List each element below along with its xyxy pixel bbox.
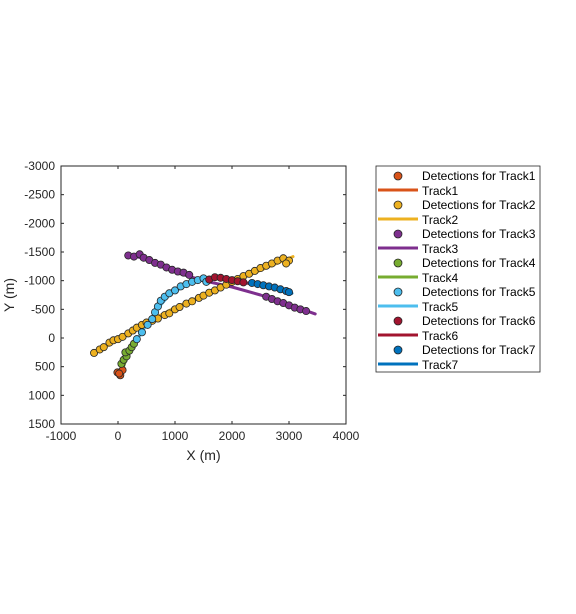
detection-point-track6	[239, 278, 248, 287]
legend-marker-track1	[393, 171, 403, 181]
axes: -1000 0 1000 2000 3000 4000 -3000-2500-2000-1…	[1, 159, 360, 463]
detection-point-track5	[170, 286, 179, 295]
legend-box	[375, 165, 541, 373]
legend-label-track: Track6	[422, 329, 459, 343]
legend-marker-track4	[393, 258, 403, 268]
plot-content	[90, 250, 317, 380]
y-tick-label: 1000	[28, 388, 55, 402]
y-tick-label: -500	[31, 302, 55, 316]
legend-label-detections: Detections for Track5	[422, 285, 536, 299]
x-axis: -1000 0 1000 2000 3000 4000	[46, 166, 360, 443]
legend-label-track: Track5	[422, 300, 459, 314]
legend-marker-track3	[393, 229, 403, 239]
x-axis-label: X (m)	[186, 447, 220, 463]
x-tick-label: 0	[115, 429, 122, 443]
detection-point-track2	[90, 348, 99, 357]
detection-point-track2	[99, 343, 108, 352]
y-tick-label: 0	[48, 331, 55, 345]
detection-point-track2	[165, 309, 174, 318]
legend-marker-track7	[393, 345, 403, 355]
x-tick-label: 2000	[219, 429, 246, 443]
detection-point-track7	[284, 288, 293, 297]
detection-point-track3	[185, 270, 194, 279]
legend-label-track: Track1	[422, 184, 459, 198]
x-tick-label: 4000	[333, 429, 360, 443]
legend-label-detections: Detections for Track4	[422, 256, 536, 270]
detection-point-track2	[175, 303, 184, 312]
y-tick-label: -2500	[24, 188, 55, 202]
y-tick-label: -1000	[24, 274, 55, 288]
legend-marker-track2	[393, 200, 403, 210]
x-tick-label: 3000	[276, 429, 303, 443]
detection-point-track2	[118, 332, 127, 341]
legend-label-track: Track4	[422, 271, 459, 285]
y-tick-label: 1500	[28, 417, 55, 431]
x-tick-label: -1000	[46, 429, 77, 443]
legend-label-detections: Detections for Track3	[422, 227, 536, 241]
y-axis: -3000 -2500 -2000 -1500 -1000 -500 0 500 1000 150…	[24, 159, 346, 431]
legend-label-detections: Detections for Track7	[422, 343, 536, 357]
legend-marker-track6	[393, 316, 403, 326]
detection-point-track2	[188, 297, 197, 306]
legend-label-track: Track2	[422, 213, 459, 227]
legend-label-detections: Detections for Track2	[422, 198, 536, 212]
legend-label-track: Track3	[422, 242, 459, 256]
detection-point-track1	[115, 369, 124, 378]
y-tick-label: -2000	[24, 216, 55, 230]
legend-label-track: Track7	[422, 358, 459, 372]
detection-point-track2	[282, 259, 291, 268]
y-tick-label: -3000	[24, 159, 55, 173]
legend-label-detections: Detections for Track1	[422, 169, 536, 183]
detection-point-track5	[137, 328, 146, 337]
y-tick-label: -1500	[24, 245, 55, 259]
y-tick-label: 500	[35, 360, 55, 374]
legend-marker-track5	[393, 287, 403, 297]
detection-point-track3	[302, 307, 311, 316]
legend-label-detections: Detections for Track6	[422, 314, 536, 328]
detection-point-track5	[148, 315, 157, 324]
y-axis-label: Y (m)	[1, 278, 17, 312]
x-tick-label: 1000	[162, 429, 189, 443]
detection-point-track5	[143, 320, 152, 329]
detection-point-track5	[132, 335, 141, 344]
